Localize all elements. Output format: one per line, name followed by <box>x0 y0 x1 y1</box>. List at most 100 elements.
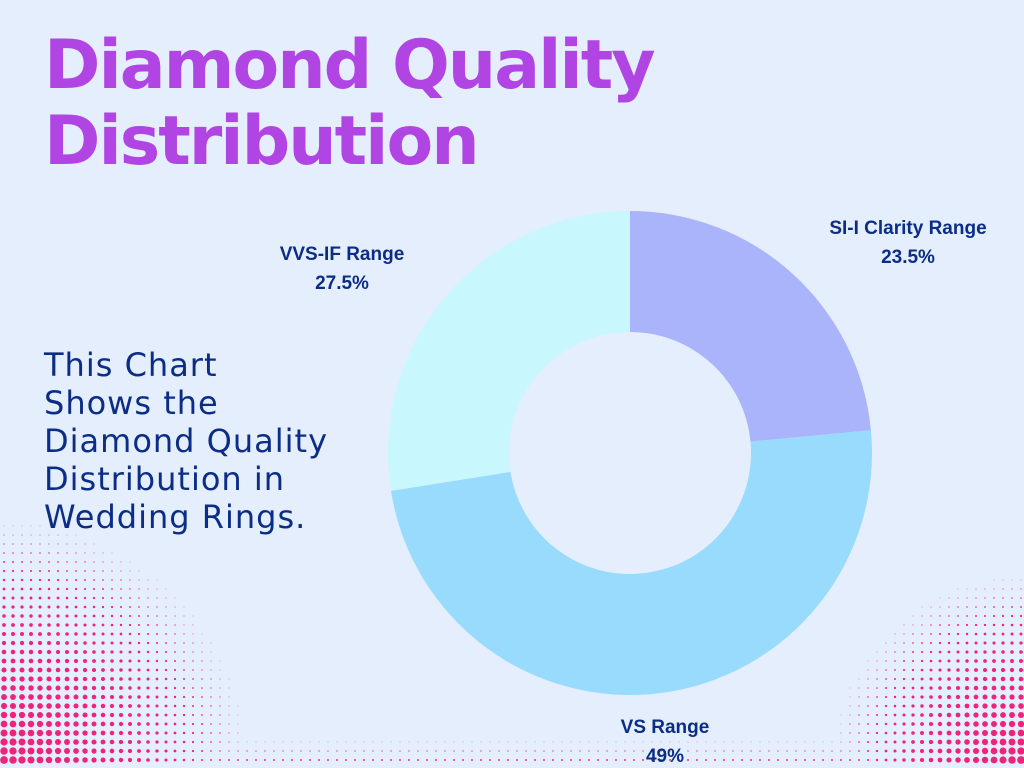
halftone-dot <box>38 623 42 627</box>
halftone-dot <box>9 729 17 737</box>
halftone-dot <box>182 749 186 753</box>
halftone-dot <box>164 659 168 663</box>
halftone-dot <box>939 615 941 617</box>
halftone-dot <box>903 633 905 635</box>
halftone-dot <box>82 757 88 763</box>
halftone-dot <box>101 614 105 618</box>
halftone-dot <box>165 633 167 635</box>
halftone-dot <box>183 642 185 644</box>
halftone-dot <box>228 687 230 689</box>
halftone-dot <box>36 711 44 719</box>
halftone-dot <box>974 659 978 663</box>
halftone-dot <box>246 750 248 752</box>
halftone-dot <box>408 741 410 743</box>
halftone-dot <box>82 721 88 727</box>
halftone-dot <box>109 712 115 718</box>
halftone-dot <box>110 650 114 654</box>
halftone-dot <box>858 741 860 743</box>
halftone-dot <box>127 739 133 745</box>
halftone-dot <box>345 750 347 752</box>
halftone-dot <box>723 741 725 743</box>
halftone-dot <box>18 738 26 746</box>
halftone-dot <box>173 749 177 753</box>
halftone-dot <box>146 659 150 663</box>
halftone-dot <box>83 659 87 663</box>
halftone-dot <box>1008 720 1016 728</box>
halftone-dot <box>786 759 788 761</box>
halftone-dot <box>174 597 176 599</box>
halftone-dot <box>947 650 951 654</box>
halftone-dot <box>660 759 662 761</box>
halftone-dot <box>982 685 988 691</box>
description-line-3: Diamond Quality <box>44 422 328 460</box>
halftone-dot <box>946 703 952 709</box>
halftone-dot <box>64 694 70 700</box>
halftone-dot <box>570 759 572 761</box>
halftone-dot <box>273 741 275 743</box>
halftone-dot <box>911 704 915 708</box>
halftone-dot <box>947 641 951 645</box>
halftone-dot <box>579 759 581 761</box>
halftone-dot <box>507 741 509 743</box>
halftone-dot <box>56 605 60 609</box>
halftone-dot <box>56 632 60 636</box>
halftone-dot <box>982 676 988 682</box>
halftone-dot <box>1001 632 1005 636</box>
halftone-dot <box>840 732 842 734</box>
halftone-dot <box>930 606 932 608</box>
halftone-dot <box>128 623 132 627</box>
halftone-dot <box>47 587 51 591</box>
halftone-dot <box>110 623 114 627</box>
halftone-dot <box>37 658 43 664</box>
halftone-dot <box>183 678 185 680</box>
halftone-dot <box>453 741 455 743</box>
halftone-dot <box>101 650 105 654</box>
halftone-dot <box>938 686 942 690</box>
halftone-dot <box>795 741 797 743</box>
halftone-dot <box>884 722 888 726</box>
halftone-dot <box>920 740 924 744</box>
halftone-dot <box>57 561 59 563</box>
halftone-dot <box>46 640 52 646</box>
halftone-dot <box>399 750 401 752</box>
halftone-dot <box>651 741 653 743</box>
halftone-dot <box>912 651 914 653</box>
halftone-dot <box>10 676 16 682</box>
halftone-dot <box>973 739 979 745</box>
halftone-dot <box>2 578 6 582</box>
halftone-dot <box>1018 685 1024 691</box>
halftone-dot <box>1020 579 1022 581</box>
halftone-dot <box>884 713 888 717</box>
halftone-dot <box>849 741 851 743</box>
halftone-dot <box>768 741 770 743</box>
halftone-dot <box>984 588 986 590</box>
halftone-dot <box>164 740 168 744</box>
halftone-dot <box>38 614 42 618</box>
halftone-dot <box>867 687 869 689</box>
slice-value-label: 49% <box>646 746 684 767</box>
halftone-dot <box>174 660 176 662</box>
halftone-dot <box>920 704 924 708</box>
halftone-dot <box>20 632 24 636</box>
halftone-dot <box>219 723 221 725</box>
halftone-dot <box>3 543 5 545</box>
halftone-dot <box>1009 712 1015 718</box>
halftone-dot <box>902 677 906 681</box>
halftone-dot <box>74 614 78 618</box>
halftone-dot <box>156 615 158 617</box>
halftone-dot <box>74 587 78 591</box>
halftone-dot <box>119 614 123 618</box>
halftone-dot <box>822 750 824 752</box>
halftone-dot <box>173 740 177 744</box>
halftone-dot <box>155 695 159 699</box>
halftone-dot <box>0 702 8 710</box>
halftone-dot <box>155 713 159 717</box>
halftone-dot <box>534 750 536 752</box>
halftone-dot <box>955 757 961 763</box>
halftone-dot <box>875 758 879 762</box>
halftone-dot <box>65 605 69 609</box>
halftone-dot <box>930 633 932 635</box>
halftone-dot <box>146 704 150 708</box>
halftone-dot <box>147 597 149 599</box>
halftone-dot <box>1020 588 1022 590</box>
